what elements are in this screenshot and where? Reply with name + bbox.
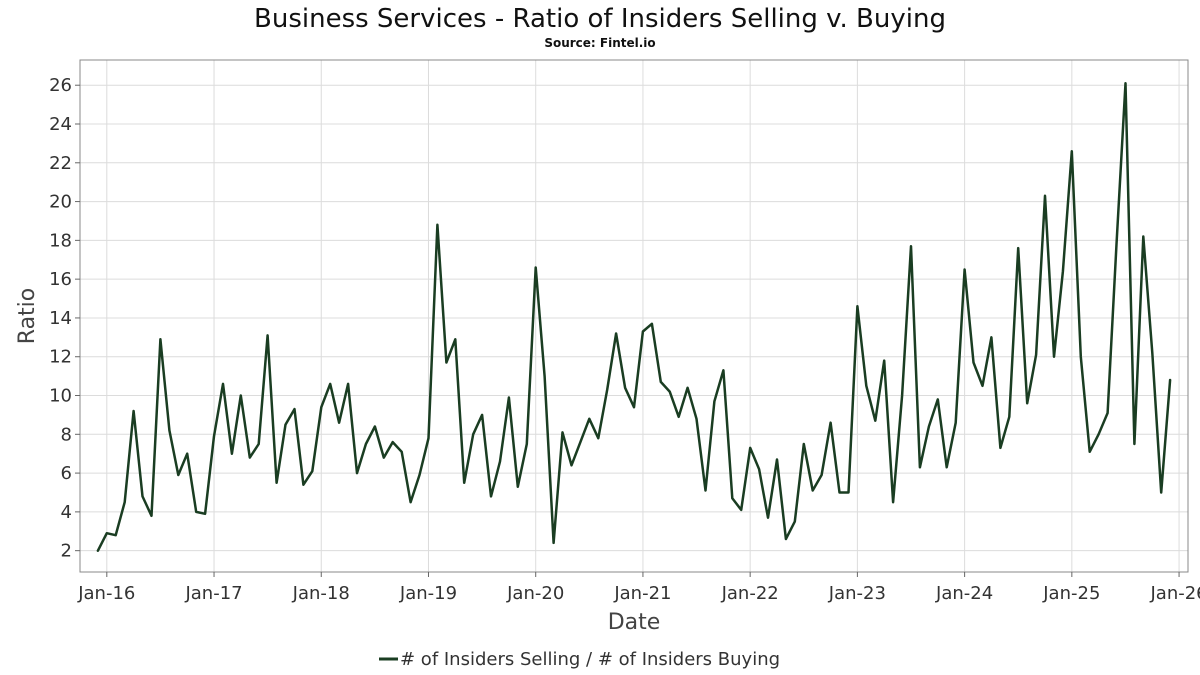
y-tick-label: 12 — [49, 347, 72, 368]
x-tick-label: Jan-20 — [506, 583, 564, 604]
x-tick-label: Jan-21 — [613, 583, 671, 604]
y-tick-label: 8 — [61, 424, 72, 445]
y-tick-label: 16 — [49, 269, 72, 290]
legend: # of Insiders Selling / # of Insiders Bu… — [379, 649, 780, 670]
chart-subtitle: Source: Fintel.io — [544, 36, 655, 50]
series-line-0 — [96, 82, 1172, 552]
x-tick-label: Jan-26 — [1149, 583, 1200, 604]
y-tick-label: 6 — [61, 463, 72, 484]
series-layer — [96, 82, 1172, 552]
x-tick-label: Jan-19 — [399, 583, 457, 604]
x-axis-label: Date — [608, 610, 661, 635]
chart-title: Business Services - Ratio of Insiders Se… — [254, 4, 946, 34]
y-axis-label: Ratio — [15, 288, 40, 344]
x-tick-label: Jan-22 — [721, 583, 779, 604]
y-tick-label: 18 — [49, 230, 72, 251]
x-tick-label: Jan-18 — [292, 583, 350, 604]
y-tick-label: 22 — [49, 153, 72, 174]
y-tick-label: 14 — [49, 308, 72, 329]
y-tick-label: 2 — [61, 541, 72, 562]
x-tick-label: Jan-25 — [1042, 583, 1100, 604]
legend-label: # of Insiders Selling / # of Insiders Bu… — [400, 649, 780, 670]
y-tick-label: 10 — [49, 386, 72, 407]
plot-frame — [79, 59, 1189, 573]
y-tick-label: 24 — [49, 114, 72, 135]
x-tick-label: Jan-17 — [184, 583, 242, 604]
x-tick-label: Jan-24 — [935, 583, 993, 604]
y-tick-label: 4 — [61, 502, 72, 523]
x-tick-label: Jan-23 — [828, 583, 886, 604]
x-axis: Jan-16 Jan-17 Jan-18 Jan-19 Jan-20 Jan-21 Jan-… — [77, 572, 1200, 604]
y-tick-label: 20 — [49, 192, 72, 213]
y-tick-label: 26 — [49, 75, 72, 96]
x-tick-label: Jan-16 — [77, 583, 135, 604]
